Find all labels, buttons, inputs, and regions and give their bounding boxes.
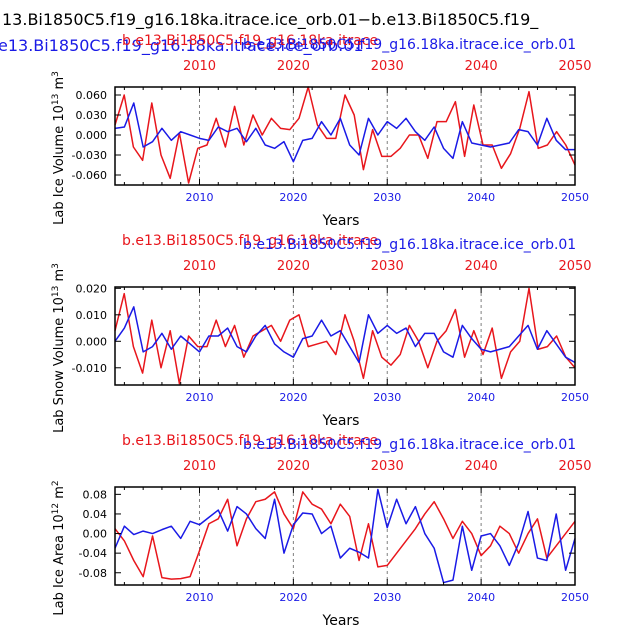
y-tick-label: -0.030 [72,149,107,162]
chart-panel-3: b.e13.Bi1850C5.f19_g16.18ka.itraceb.e13.… [51,433,592,629]
panel-title-red: b.e13.Bi1850C5.f19_g16.18ka.itrace [122,433,378,449]
chart-panel-2: b.e13.Bi1850C5.f19_g16.18ka.itraceb.e13.… [51,233,592,433]
x-tick-label-bottom: 2020 [279,591,307,604]
x-tick-label-top: 2040 [465,459,498,474]
series-line-red [114,86,576,184]
x-tick-label-bottom: 2010 [185,591,213,604]
y-axis-label-exp: 13 [51,94,61,105]
series-line-blue [114,488,576,584]
x-tick-label-top: 2010 [183,259,216,274]
y-axis-label: Lab Ice Volume 1013 m3 [51,71,67,225]
plot-frame [114,486,576,586]
y-axis-label-text: Lab Snow Volume 10 [52,297,67,433]
y-tick-label: -0.010 [72,362,107,375]
x-tick-label-top: 2050 [558,459,591,474]
x-tick-label-bottom: 2050 [561,191,589,204]
x-tick-label-top: 2030 [371,259,404,274]
y-axis-label-text: Lab Ice Area 10 [52,514,67,615]
x-tick-label-bottom: 2020 [279,391,307,404]
y-tick-label: -0.04 [79,547,107,560]
x-axis-label: Years [322,213,360,229]
y-axis-label-unit-exp: 2 [51,480,61,486]
series-line-blue [114,306,576,364]
x-tick-label-top: 2040 [465,259,498,274]
x-tick-label-top: 2030 [371,59,404,74]
y-axis-label-exp: 12 [51,503,61,514]
plot-frame [114,86,576,186]
x-tick-label-top: 2030 [371,459,404,474]
panel-title-blue: b.e13.Bi1850C5.f19_g16.18ka.itrace.ice_o… [243,37,576,53]
x-axis-label: Years [322,413,360,429]
series-line-red [114,491,576,580]
series-line-blue [114,102,575,163]
y-tick-label: 0.000 [76,129,108,142]
x-tick-label-top: 2020 [277,59,310,74]
x-tick-label-top: 2050 [558,59,591,74]
x-tick-label-top: 2050 [558,259,591,274]
y-axis-label-unit: m [52,486,67,499]
x-tick-label-bottom: 2050 [561,591,589,604]
panel-title-blue: b.e13.Bi1850C5.f19_g16.18ka.itrace.ice_o… [243,437,576,453]
y-tick-label: -0.08 [79,567,107,580]
panel-title-red: b.e13.Bi1850C5.f19_g16.18ka.itrace [122,33,378,49]
x-tick-label-top: 2020 [277,259,310,274]
x-tick-label-bottom: 2020 [279,191,307,204]
y-tick-label: 0.010 [76,309,108,322]
y-axis-label-exp: 13 [51,286,61,297]
top-title-black: 13.Bi1850C5.f19_g16.18ka.itrace.ice_orb.… [2,10,539,30]
x-tick-label-top: 2040 [465,59,498,74]
plot-frame [114,286,576,386]
y-tick-label: 0.04 [83,508,108,521]
x-tick-label-bottom: 2040 [467,191,495,204]
x-tick-label-bottom: 2030 [373,591,401,604]
x-tick-label-bottom: 2010 [185,191,213,204]
x-tick-label-top: 2020 [277,459,310,474]
y-tick-label: 0.030 [76,109,108,122]
x-tick-label-top: 2010 [183,459,216,474]
x-tick-label-bottom: 2010 [185,391,213,404]
x-tick-label-bottom: 2050 [561,391,589,404]
y-axis-label-unit-exp: 3 [51,263,61,269]
y-tick-label: 0.08 [83,488,108,501]
chart-panel-1: b.e13.Bi1850C5.f19_g16.18ka.itraceb.e13.… [51,33,592,229]
panels-group: b.e13.Bi1850C5.f19_g16.18ka.itraceb.e13.… [51,33,592,629]
x-tick-label-bottom: 2030 [373,191,401,204]
y-axis-label: Lab Ice Area 1012 m2 [51,480,67,615]
x-tick-label-bottom: 2040 [467,591,495,604]
x-axis-label: Years [322,613,360,629]
y-axis-label-text: Lab Ice Volume 10 [52,105,67,225]
y-tick-label: 0.020 [76,282,108,295]
panel-title-red: b.e13.Bi1850C5.f19_g16.18ka.itrace [122,233,378,249]
x-tick-label-bottom: 2030 [373,391,401,404]
series-line-red [114,287,576,385]
y-axis-label-unit-exp: 3 [51,71,61,77]
panel-title-blue: b.e13.Bi1850C5.f19_g16.18ka.itrace.ice_o… [243,237,576,253]
top-title-blue: e13.Bi1850C5.f19_g16.18ka.itrace.ice_orb… [0,36,364,56]
y-tick-label: 0.060 [76,89,108,102]
x-tick-label-bottom: 2040 [467,391,495,404]
y-axis-label-unit: m [52,269,67,282]
y-axis-label-unit: m [52,77,67,90]
x-tick-label-top: 2010 [183,59,216,74]
y-tick-label: 0.00 [83,528,108,541]
y-tick-label: 0.000 [76,335,108,348]
y-tick-label: -0.060 [72,169,107,182]
y-axis-label: Lab Snow Volume 1013 m3 [51,263,67,433]
